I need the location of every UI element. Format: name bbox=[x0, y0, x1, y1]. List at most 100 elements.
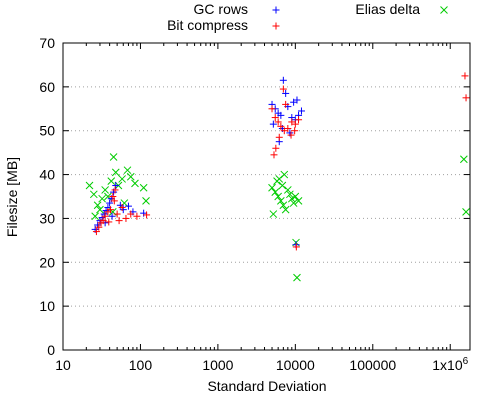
series-elias-delta bbox=[85, 153, 470, 282]
y-axis-label: Filesize [MB] bbox=[4, 157, 20, 237]
point-bit-compress-8 bbox=[111, 186, 119, 194]
legend-label-bit-compress: Bit compress bbox=[167, 17, 248, 33]
point-bit-compress-29 bbox=[272, 144, 280, 152]
point-elias-delta-29 bbox=[289, 199, 298, 207]
legend-symbol-gc-rows bbox=[272, 6, 280, 14]
legend-symbol-elias-delta bbox=[440, 6, 448, 14]
point-bit-compress-14 bbox=[133, 212, 141, 220]
point-gc-rows-22 bbox=[279, 76, 287, 84]
point-elias-delta-13 bbox=[123, 166, 132, 175]
x-axis-label: Standard Deviation bbox=[207, 378, 326, 394]
point-bit-compress-6 bbox=[106, 206, 114, 214]
y-tick-label-10: 10 bbox=[39, 298, 55, 314]
legend-entry-elias-delta: Elias delta bbox=[355, 1, 448, 17]
point-bit-compress-15 bbox=[143, 211, 151, 219]
point-gc-rows-33 bbox=[293, 96, 301, 104]
x-tick-label-100000: 100000 bbox=[349, 357, 396, 373]
point-elias-delta-21 bbox=[271, 188, 280, 196]
legend: GC rows Bit compress Elias delta bbox=[167, 1, 448, 33]
point-elias-delta-7 bbox=[107, 177, 116, 186]
point-bit-compress-13 bbox=[127, 210, 135, 218]
point-gc-rows-5 bbox=[102, 207, 110, 215]
point-elias-delta-17 bbox=[142, 197, 150, 205]
point-elias-delta-38 bbox=[293, 273, 301, 282]
grid-lines bbox=[63, 86, 470, 307]
point-elias-delta-40 bbox=[462, 207, 470, 216]
legend-marker-gc-rows bbox=[272, 6, 280, 14]
point-bit-compress-23 bbox=[282, 100, 290, 108]
point-elias-delta-9 bbox=[111, 168, 120, 177]
point-bit-compress-18 bbox=[268, 105, 276, 113]
point-bit-compress-25 bbox=[288, 118, 296, 126]
point-bit-compress-36 bbox=[462, 94, 470, 102]
point-bit-compress-1 bbox=[95, 223, 103, 231]
y-tick-label-30: 30 bbox=[39, 210, 55, 226]
point-gc-rows-28 bbox=[297, 107, 305, 115]
point-elias-delta-35 bbox=[273, 177, 281, 186]
point-elias-delta-20 bbox=[268, 183, 276, 192]
data-points bbox=[85, 72, 470, 282]
y-tick-label-0: 0 bbox=[47, 342, 55, 358]
point-elias-delta-24 bbox=[279, 201, 288, 210]
y-tick-label-40: 40 bbox=[39, 167, 55, 183]
point-gc-rows-10 bbox=[112, 182, 120, 190]
legend-entry-gc-rows: GC rows bbox=[194, 1, 280, 17]
point-gc-rows-14 bbox=[124, 202, 132, 210]
x-tick-label-1000000: 1x106 bbox=[432, 356, 468, 373]
point-elias-delta-22 bbox=[274, 192, 283, 201]
point-bit-compress-9 bbox=[113, 210, 121, 218]
point-gc-rows-3 bbox=[98, 214, 106, 222]
point-elias-delta-8 bbox=[109, 153, 118, 161]
point-bit-compress-3 bbox=[99, 217, 107, 225]
x-tick-label-100: 100 bbox=[129, 357, 153, 373]
point-elias-delta-28 bbox=[287, 194, 296, 203]
point-bit-compress-21 bbox=[277, 122, 285, 130]
point-bit-compress-31 bbox=[287, 131, 295, 139]
legend-marker-elias-delta bbox=[440, 6, 448, 14]
x-tick-label-10000: 10000 bbox=[276, 357, 315, 373]
plot-frame bbox=[62, 42, 471, 351]
point-elias-delta-25 bbox=[281, 205, 290, 214]
point-elias-delta-0 bbox=[85, 181, 94, 190]
point-elias-delta-14 bbox=[126, 172, 135, 181]
point-gc-rows-29 bbox=[269, 120, 277, 128]
point-elias-delta-36 bbox=[278, 181, 287, 190]
point-bit-compress-10 bbox=[115, 217, 123, 225]
point-bit-compress-24 bbox=[284, 125, 292, 133]
point-elias-delta-30 bbox=[291, 192, 300, 201]
point-elias-delta-31 bbox=[294, 197, 303, 205]
point-bit-compress-7 bbox=[109, 193, 117, 200]
point-bit-compress-20 bbox=[274, 118, 282, 126]
point-gc-rows-7 bbox=[106, 199, 114, 207]
y-tick-label-20: 20 bbox=[39, 254, 55, 270]
point-bit-compress-22 bbox=[279, 85, 287, 93]
point-elias-delta-2 bbox=[93, 201, 102, 210]
point-elias-delta-26 bbox=[283, 186, 292, 194]
legend-marker-bit-compress bbox=[272, 22, 280, 30]
y-tick-label-70: 70 bbox=[39, 35, 55, 51]
point-gc-rows-11 bbox=[108, 212, 116, 220]
point-bit-compress-33 bbox=[270, 151, 278, 159]
series-bit-compress bbox=[92, 72, 470, 251]
point-bit-compress-35 bbox=[461, 72, 469, 80]
point-elias-delta-18 bbox=[91, 212, 99, 221]
point-bit-compress-30 bbox=[280, 127, 288, 135]
point-bit-compress-27 bbox=[295, 116, 303, 124]
point-bit-compress-11 bbox=[118, 203, 126, 211]
point-bit-compress-4 bbox=[101, 212, 109, 220]
point-elias-delta-34 bbox=[269, 210, 278, 218]
x-tick-label-1000: 1000 bbox=[202, 357, 233, 373]
point-bit-compress-12 bbox=[122, 214, 130, 222]
point-elias-delta-23 bbox=[276, 197, 285, 205]
point-elias-delta-5 bbox=[101, 186, 109, 194]
series-gc-rows bbox=[91, 76, 305, 249]
point-gc-rows-21 bbox=[277, 111, 285, 119]
point-bit-compress-26 bbox=[291, 120, 299, 128]
point-elias-delta-3 bbox=[96, 205, 104, 214]
legend-symbol-bit-compress bbox=[272, 22, 280, 30]
legend-label-gc-rows: GC rows bbox=[194, 1, 248, 17]
point-bit-compress-19 bbox=[271, 114, 279, 122]
point-elias-delta-39 bbox=[460, 155, 468, 164]
